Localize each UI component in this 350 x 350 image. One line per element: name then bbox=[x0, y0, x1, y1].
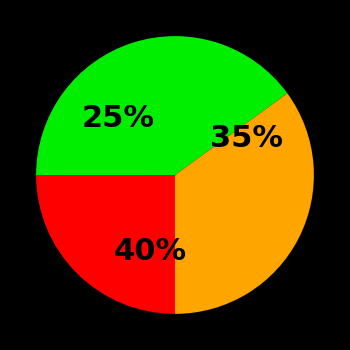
Wedge shape bbox=[36, 175, 175, 314]
Text: 35%: 35% bbox=[210, 124, 283, 153]
Text: 40%: 40% bbox=[113, 237, 187, 266]
Text: 25%: 25% bbox=[82, 104, 155, 133]
Wedge shape bbox=[36, 36, 287, 175]
Wedge shape bbox=[175, 93, 314, 314]
